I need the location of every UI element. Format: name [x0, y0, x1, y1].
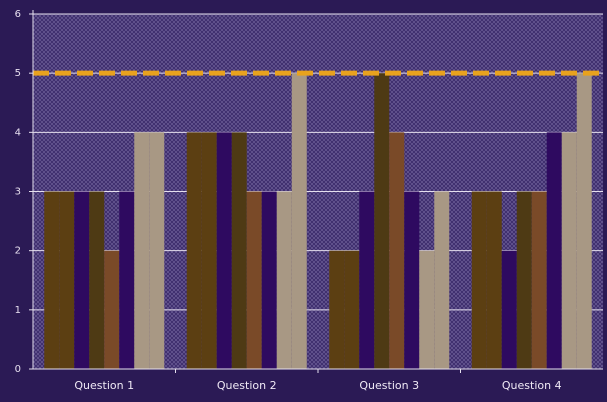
y-tick-label: 0 [15, 364, 21, 375]
bar-c0-s5 [119, 191, 135, 369]
bar-c2-s3 [374, 73, 390, 370]
bar-c1-s1 [201, 132, 217, 369]
axis-labels: 0 1 2 3 4 5 6 Question 1 Question 2 Question 3 Que… [15, 9, 562, 392]
bar-c1-s2 [216, 132, 232, 369]
bar-c0-s4 [104, 250, 120, 369]
bar-c3-s0 [471, 191, 487, 369]
bar-c2-s1 [344, 250, 360, 369]
bar-c2-s0 [329, 250, 345, 369]
bar-c1-s5 [261, 191, 277, 369]
y-tick-label: 6 [15, 9, 21, 20]
bar-c0-s2 [74, 191, 90, 369]
x-category-label: Question 4 [502, 379, 562, 392]
bar-c3-s2 [501, 250, 517, 369]
x-category-label: Question 2 [217, 379, 277, 392]
x-category-label: Question 3 [359, 379, 419, 392]
bar-c2-s5 [404, 191, 420, 369]
bar-c2-s7 [434, 191, 450, 369]
bar-c2-s6 [419, 250, 435, 369]
bar-c3-s4 [531, 191, 547, 369]
bar-c3-s1 [486, 191, 502, 369]
bar-c2-s4 [389, 132, 405, 369]
bar-c1-s7 [291, 73, 307, 370]
bar-c1-s3 [231, 132, 247, 369]
y-tick-label: 2 [15, 246, 21, 257]
bar-c1-s6 [276, 191, 292, 369]
y-tick-label: 4 [15, 127, 21, 138]
bar-c0-s6 [134, 132, 150, 369]
y-tick-label: 1 [15, 305, 21, 316]
bars [44, 73, 592, 370]
bar-c3-s7 [576, 73, 592, 370]
bar-c3-s3 [516, 191, 532, 369]
bar-c3-s5 [546, 132, 562, 369]
bar-c1-s0 [186, 132, 202, 369]
bar-c2-s2 [359, 191, 375, 369]
bar-c0-s7 [149, 132, 165, 369]
bar-c0-s1 [59, 191, 75, 369]
axes [29, 10, 603, 373]
bar-c0-s0 [44, 191, 60, 369]
bar-c3-s6 [561, 132, 577, 369]
bar-c0-s3 [89, 191, 105, 369]
y-tick-label: 5 [15, 68, 21, 79]
bar-c1-s4 [246, 191, 262, 369]
y-tick-label: 3 [15, 187, 21, 198]
x-category-label: Question 1 [74, 379, 134, 392]
